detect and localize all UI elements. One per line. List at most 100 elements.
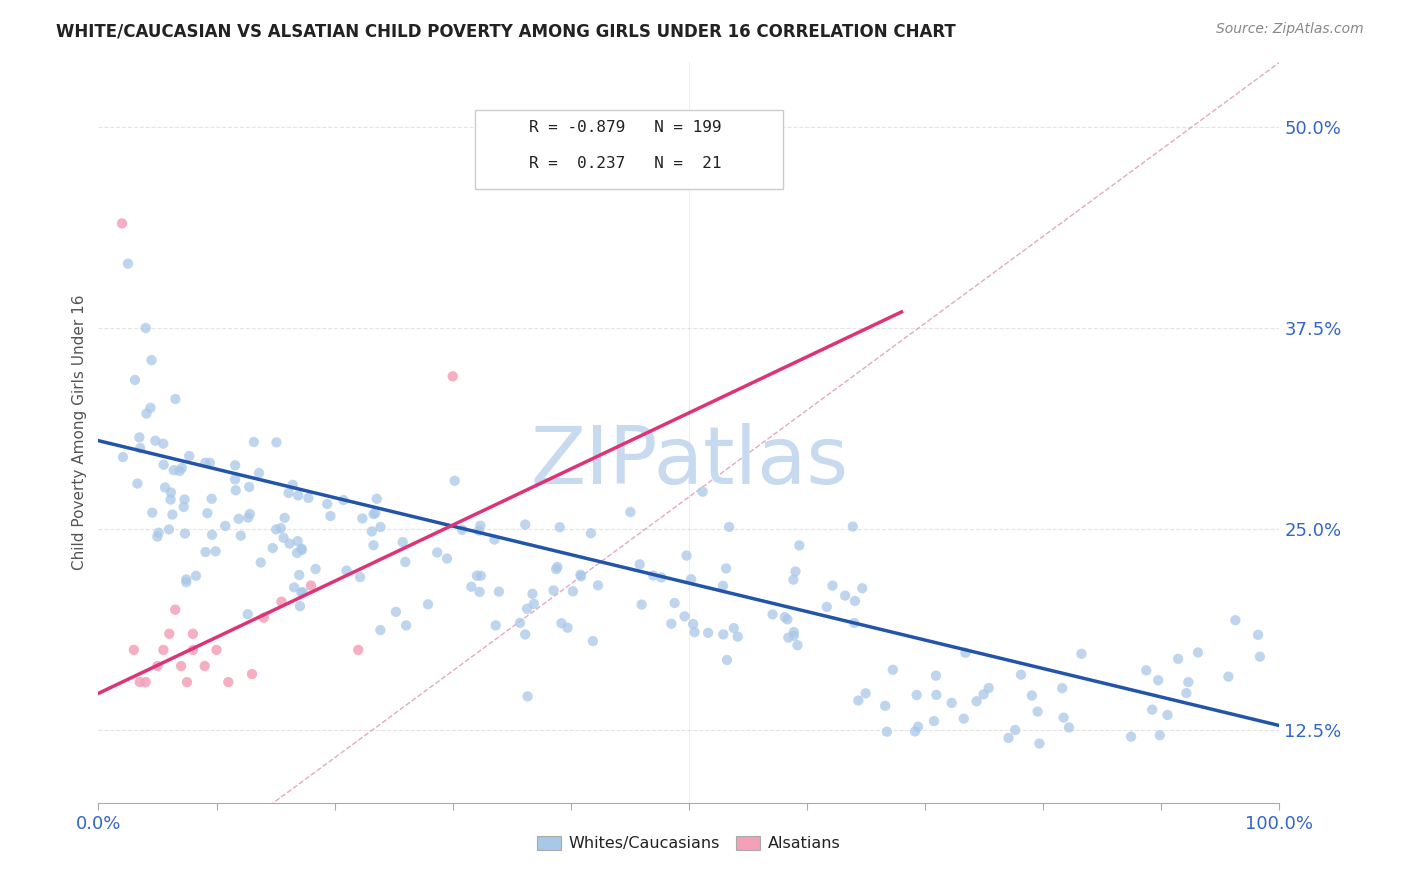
Point — [201, 528, 224, 542]
Point — [1135, 664, 1157, 678]
Point — [1119, 730, 1142, 744]
Point — [659, 616, 682, 631]
Point — [395, 618, 418, 632]
Point — [882, 663, 904, 677]
Point — [904, 724, 927, 739]
Point — [124, 373, 146, 387]
Point — [128, 675, 150, 690]
Point — [997, 731, 1019, 745]
Point — [214, 519, 236, 533]
Point — [1175, 686, 1198, 700]
Point — [160, 485, 183, 500]
Point — [174, 526, 197, 541]
Point — [509, 615, 531, 630]
Point — [1249, 649, 1271, 664]
Point — [416, 597, 439, 611]
Point — [363, 538, 385, 552]
Point — [290, 585, 312, 599]
Point — [905, 688, 928, 702]
Point — [264, 523, 287, 537]
Point — [236, 510, 259, 524]
Point — [834, 589, 856, 603]
Point — [619, 505, 641, 519]
Point — [288, 599, 311, 614]
Point — [352, 511, 374, 525]
Point — [783, 625, 806, 640]
Point — [224, 472, 246, 486]
Point — [723, 621, 745, 635]
Point — [128, 430, 150, 444]
Text: R = -0.879   N = 199: R = -0.879 N = 199 — [529, 120, 721, 135]
Point — [146, 659, 169, 673]
Point — [561, 584, 583, 599]
Point — [249, 556, 271, 570]
Point — [451, 523, 474, 537]
Point — [347, 643, 370, 657]
Point — [586, 578, 609, 592]
Point — [470, 568, 492, 582]
Point — [194, 456, 217, 470]
Point — [163, 463, 186, 477]
Point — [290, 541, 312, 556]
Point — [176, 675, 198, 690]
Point — [683, 625, 706, 640]
Point — [523, 597, 546, 611]
Point — [851, 581, 873, 595]
Point — [714, 561, 737, 575]
Point — [270, 594, 292, 608]
Point — [157, 627, 180, 641]
Point — [516, 601, 538, 615]
Point — [855, 686, 877, 700]
Point — [1187, 645, 1209, 659]
Point — [426, 545, 449, 559]
Point — [1247, 628, 1270, 642]
Point — [141, 506, 163, 520]
Point — [1021, 689, 1043, 703]
Point — [569, 569, 592, 583]
Point — [139, 401, 162, 415]
Point — [273, 531, 295, 545]
Text: Source: ZipAtlas.com: Source: ZipAtlas.com — [1216, 22, 1364, 37]
Point — [470, 518, 492, 533]
Point — [225, 483, 247, 498]
Point — [1177, 675, 1199, 690]
Point — [247, 466, 270, 480]
Point — [127, 476, 149, 491]
Point — [240, 667, 263, 681]
Point — [973, 687, 995, 701]
Point — [266, 435, 288, 450]
Point — [287, 488, 309, 502]
Point — [332, 493, 354, 508]
Point — [262, 541, 284, 555]
Point — [236, 607, 259, 622]
Text: ZIPatlas: ZIPatlas — [530, 423, 848, 501]
Point — [643, 568, 665, 582]
Point — [1010, 667, 1032, 681]
Point — [173, 500, 195, 514]
Point — [952, 712, 974, 726]
Point — [364, 506, 387, 520]
Point — [394, 555, 416, 569]
Point — [1052, 710, 1074, 724]
Point — [285, 546, 308, 560]
Point — [184, 569, 207, 583]
Point — [319, 509, 342, 524]
Point — [201, 491, 224, 506]
Point — [1147, 673, 1170, 688]
Point — [515, 517, 537, 532]
Point — [815, 599, 838, 614]
Point — [488, 584, 510, 599]
Text: WHITE/CAUCASIAN VS ALSATIAN CHILD POVERTY AMONG GIRLS UNDER 16 CORRELATION CHART: WHITE/CAUCASIAN VS ALSATIAN CHILD POVERT… — [56, 22, 956, 40]
Point — [966, 694, 988, 708]
Point — [925, 688, 948, 702]
Point — [485, 618, 508, 632]
Point — [135, 321, 157, 335]
Point — [844, 594, 866, 608]
Point — [228, 512, 250, 526]
Point — [283, 580, 305, 594]
Point — [141, 353, 163, 368]
Point — [281, 478, 304, 492]
Point — [516, 690, 538, 704]
Point — [277, 486, 299, 500]
Point — [1004, 723, 1026, 737]
